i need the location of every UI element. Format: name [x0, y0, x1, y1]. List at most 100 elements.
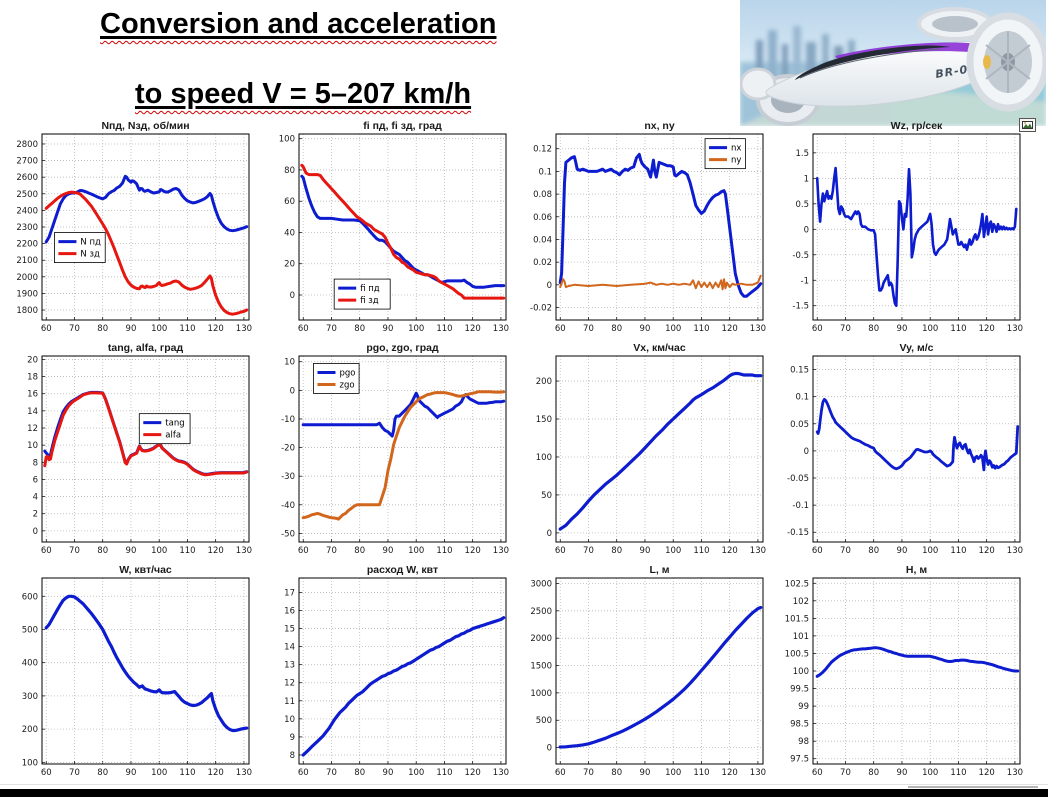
- aircraft-image: BR-001: [740, 0, 1046, 126]
- svg-text:-40: -40: [281, 501, 295, 511]
- svg-text:N пд: N пд: [80, 238, 101, 248]
- svg-text:102.5: 102.5: [785, 579, 809, 589]
- svg-text:-0.5: -0.5: [792, 251, 809, 261]
- svg-text:80: 80: [611, 768, 622, 778]
- chart-fi-deg: 60 70 80 90 100 110 120 130 0 20 40 60 80 100 fi пд, f…: [263, 118, 520, 340]
- svg-text:100: 100: [408, 768, 424, 778]
- evtol-vehicle: BR-001: [740, 7, 1046, 126]
- svg-text:110: 110: [179, 546, 195, 556]
- svg-text:60: 60: [298, 768, 309, 778]
- svg-text:Vy, м/с: Vy, м/с: [899, 342, 933, 354]
- svg-text:100: 100: [536, 453, 552, 463]
- svg-text:0: 0: [290, 386, 295, 396]
- svg-text:12: 12: [27, 424, 38, 434]
- svg-text:0: 0: [290, 291, 295, 301]
- svg-text:110: 110: [436, 324, 452, 334]
- charts-grid: 60 70 80 90 100 110 120 130 1800 1900 2000 2100 2200…: [6, 118, 1034, 784]
- svg-text:70: 70: [326, 324, 337, 334]
- svg-text:100: 100: [279, 135, 295, 145]
- svg-text:10: 10: [27, 441, 38, 451]
- svg-text:0.15: 0.15: [790, 366, 809, 376]
- svg-text:-0.1: -0.1: [792, 501, 809, 511]
- svg-text:120: 120: [979, 768, 995, 778]
- svg-text:-10: -10: [281, 415, 295, 425]
- svg-text:80: 80: [354, 546, 365, 556]
- svg-text:60: 60: [555, 324, 566, 334]
- svg-text:20: 20: [284, 260, 295, 270]
- svg-text:110: 110: [950, 768, 966, 778]
- chart-nx-ny: 60 70 80 90 100 110 120 130 -0.02 0 0.02 0.04 0.06 0.…: [520, 118, 777, 340]
- svg-text:Wz, гр/сек: Wz, гр/сек: [891, 120, 943, 132]
- svg-text:200: 200: [22, 725, 38, 735]
- svg-text:99.5: 99.5: [790, 685, 809, 695]
- chart-vx: 60 70 80 90 100 110 120 130 0 50 100 150 200 Vx, км/ч…: [520, 340, 777, 562]
- svg-text:130: 130: [750, 324, 766, 334]
- svg-text:-1.5: -1.5: [792, 302, 809, 312]
- svg-text:100: 100: [922, 324, 938, 334]
- svg-text:80: 80: [97, 324, 108, 334]
- chart-canvas: 60 70 80 90 100 110 120 130 0 500 1000 1500 2000 2500…: [530, 564, 766, 778]
- svg-text:tang: tang: [165, 419, 184, 429]
- svg-text:1.5: 1.5: [795, 149, 809, 159]
- svg-text:130: 130: [750, 768, 766, 778]
- svg-text:60: 60: [812, 768, 823, 778]
- svg-text:150: 150: [536, 415, 552, 425]
- svg-text:20: 20: [27, 355, 38, 365]
- svg-text:2: 2: [33, 510, 38, 520]
- svg-text:70: 70: [840, 546, 851, 556]
- svg-text:100: 100: [665, 768, 681, 778]
- media-placeholder-icon[interactable]: [1019, 118, 1036, 132]
- svg-text:70: 70: [326, 546, 337, 556]
- svg-text:70: 70: [583, 324, 594, 334]
- picture-glyph: [1022, 121, 1033, 129]
- svg-text:99: 99: [798, 702, 809, 712]
- svg-text:101: 101: [793, 632, 809, 642]
- svg-text:2300: 2300: [16, 223, 38, 233]
- horizontal-scrollbar-thumb[interactable]: [908, 786, 1038, 788]
- svg-text:2400: 2400: [16, 206, 38, 216]
- svg-text:-0.02: -0.02: [530, 304, 552, 314]
- svg-text:102: 102: [793, 597, 809, 607]
- svg-text:18: 18: [27, 373, 38, 383]
- svg-text:13: 13: [284, 661, 295, 671]
- chart-canvas: 60 70 80 90 100 110 120 130 97.5 98 98.5 99 99.5 100 1…: [785, 564, 1023, 778]
- svg-text:zgo: zgo: [339, 380, 354, 390]
- svg-text:80: 80: [97, 768, 108, 778]
- svg-text:600: 600: [22, 592, 38, 602]
- svg-text:-50: -50: [281, 529, 295, 539]
- svg-text:0: 0: [33, 527, 38, 537]
- svg-text:16: 16: [27, 390, 38, 400]
- chart-pgo-zgo: 60 70 80 90 100 110 120 130 -50 -40 -30 -20 -10 0 10 pg…: [263, 340, 520, 562]
- chart-rpm-npd-nzd: 60 70 80 90 100 110 120 130 1800 1900 2000 2100 2200…: [6, 118, 263, 340]
- svg-text:0.05: 0.05: [790, 420, 809, 430]
- chart-canvas: 60 70 80 90 100 110 120 130 -0.15 -0.1 -0.05 0 0.05 0…: [787, 342, 1023, 556]
- svg-text:1: 1: [804, 174, 809, 184]
- svg-text:4: 4: [33, 493, 38, 503]
- svg-text:12: 12: [284, 679, 295, 689]
- svg-text:0.08: 0.08: [533, 190, 552, 200]
- svg-text:100: 100: [408, 324, 424, 334]
- svg-text:60: 60: [812, 546, 823, 556]
- svg-text:98: 98: [798, 737, 809, 747]
- svg-text:110: 110: [179, 768, 195, 778]
- chart-raskhod-w: 60 70 80 90 100 110 120 130 8 9 10 11 12 13 14 15 16 17 ра…: [263, 562, 520, 784]
- svg-text:-0.15: -0.15: [787, 528, 809, 538]
- svg-text:130: 130: [1007, 546, 1023, 556]
- svg-text:1500: 1500: [530, 662, 552, 672]
- svg-text:97.5: 97.5: [790, 755, 809, 765]
- fan-light: [983, 55, 991, 69]
- svg-text:0.12: 0.12: [533, 145, 552, 155]
- svg-text:10: 10: [284, 715, 295, 725]
- svg-text:90: 90: [640, 546, 651, 556]
- svg-text:90: 90: [897, 546, 908, 556]
- svg-text:100: 100: [922, 546, 938, 556]
- svg-text:Vx, км/час: Vx, км/час: [633, 342, 686, 354]
- svg-text:N зд: N зд: [80, 250, 100, 260]
- svg-text:100: 100: [151, 768, 167, 778]
- svg-text:80: 80: [354, 768, 365, 778]
- svg-text:120: 120: [465, 768, 481, 778]
- svg-text:100: 100: [151, 546, 167, 556]
- svg-text:fi зд: fi зд: [360, 296, 379, 306]
- svg-text:60: 60: [41, 324, 52, 334]
